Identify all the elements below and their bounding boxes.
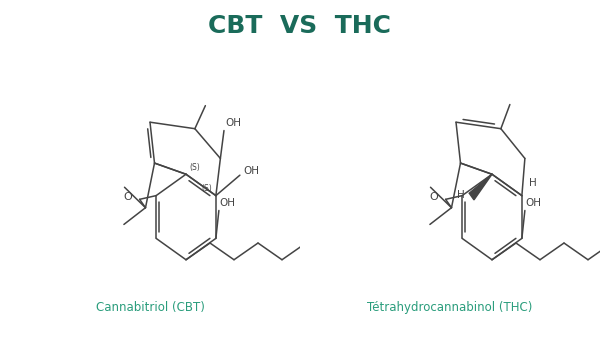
Text: H: H (457, 190, 465, 200)
Text: OH: OH (526, 198, 541, 208)
Text: O: O (124, 192, 133, 202)
Polygon shape (469, 174, 492, 200)
Text: OH: OH (220, 198, 235, 208)
Text: (S): (S) (189, 163, 200, 172)
Text: O: O (430, 192, 439, 202)
Text: CBT  VS  THC: CBT VS THC (209, 14, 392, 38)
Text: H: H (529, 177, 536, 188)
Text: (S): (S) (202, 184, 212, 193)
Text: Cannabitriol (CBT): Cannabitriol (CBT) (95, 301, 205, 314)
Text: Tétrahydrocannabinol (THC): Tétrahydrocannabinol (THC) (367, 301, 533, 314)
Text: OH: OH (225, 118, 241, 128)
Text: OH: OH (243, 166, 259, 176)
